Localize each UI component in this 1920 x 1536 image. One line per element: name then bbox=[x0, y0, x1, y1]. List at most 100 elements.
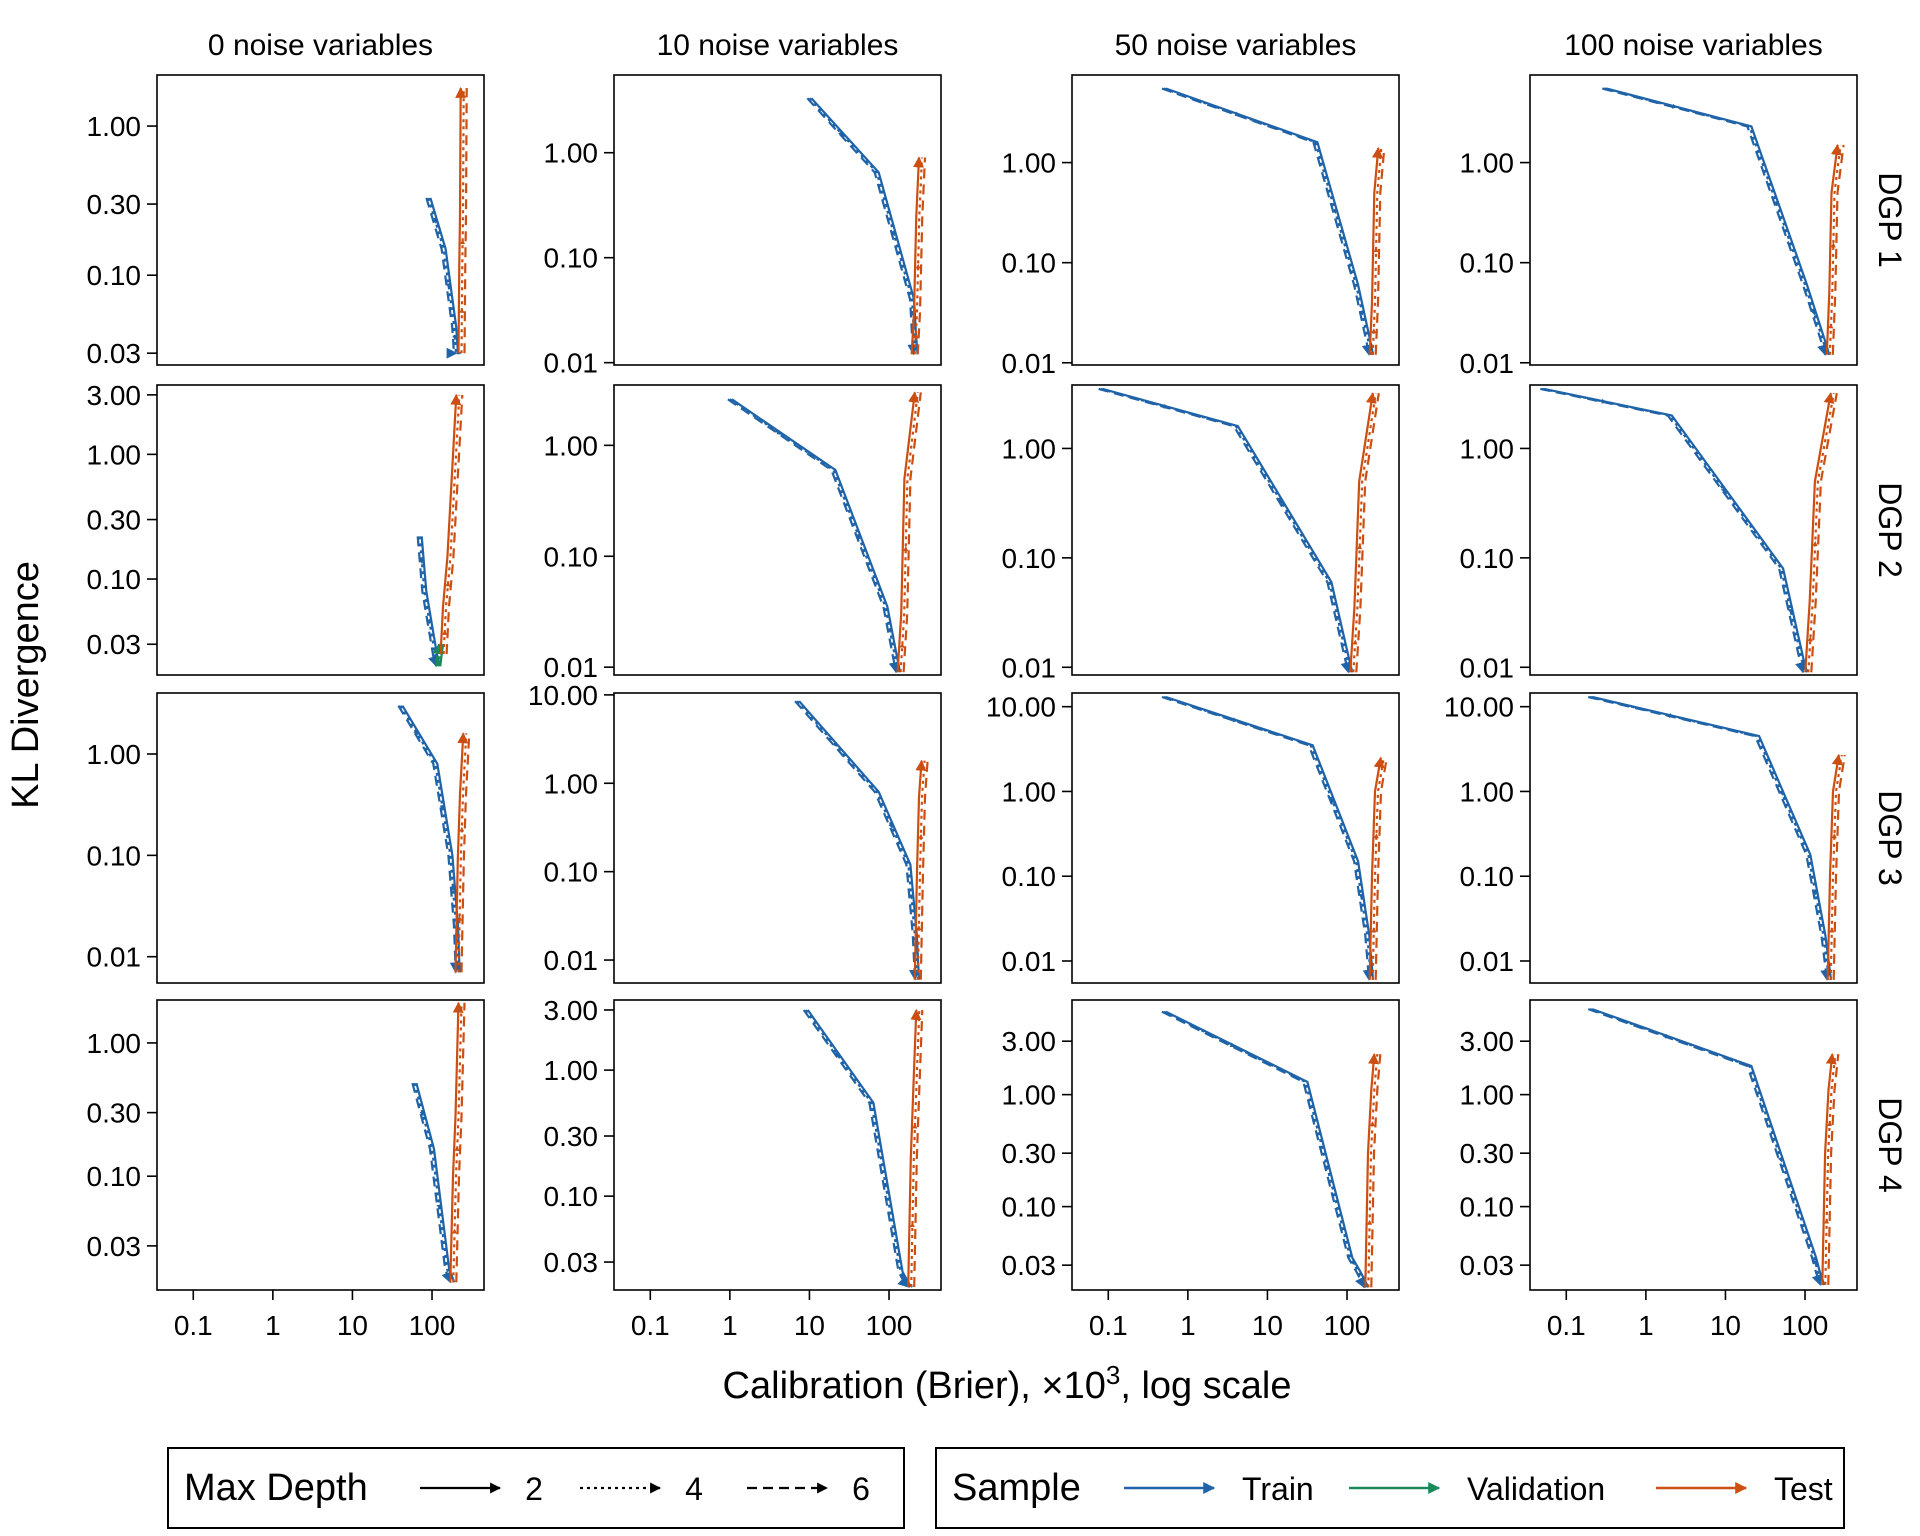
panel: 3.00 1.00 0.30 0.10 0.03 0.1 1 10 100 bbox=[1002, 999, 1400, 1341]
train-line bbox=[1591, 1008, 1826, 1286]
y-tick-label: 0.10 bbox=[1002, 248, 1057, 279]
column-title: 10 noise variables bbox=[657, 29, 899, 62]
test-line bbox=[1804, 392, 1835, 673]
y-tick-label: 0.01 bbox=[1002, 946, 1057, 977]
x-tick-label: 1 bbox=[1638, 1310, 1654, 1341]
y-tick-label: 3.00 bbox=[1460, 1026, 1515, 1057]
y-tick-label: 0.10 bbox=[1460, 248, 1515, 279]
panel: 1.00 0.10 0.01 100 noise variables DGP 1 bbox=[1460, 29, 1909, 379]
test-line bbox=[449, 1001, 464, 1283]
y-tick-label: 10.00 bbox=[528, 680, 598, 711]
y-tick-label: 0.10 bbox=[544, 857, 599, 888]
y-tick-label: 0.10 bbox=[1460, 1192, 1515, 1223]
y-tick-label: 1.00 bbox=[87, 439, 142, 470]
panel: 1.00 0.10 0.01 10 noise variables bbox=[544, 29, 942, 379]
y-tick-label: 0.01 bbox=[544, 348, 599, 379]
panel: 3.00 1.00 0.30 0.10 0.03 bbox=[87, 380, 485, 676]
panel: 10.00 1.00 0.10 0.01 DGP 3 bbox=[1444, 692, 1908, 984]
train-line bbox=[1542, 387, 1807, 673]
column-title: 100 noise variables bbox=[1564, 29, 1823, 62]
x-tick-label: 1 bbox=[722, 1310, 738, 1341]
test-line bbox=[442, 394, 461, 655]
y-tick-label: 0.30 bbox=[1002, 1138, 1057, 1169]
x-tick-label: 100 bbox=[1324, 1310, 1371, 1341]
panel-grid: 1.00 0.30 0.10 0.03 0 noise variables 1.00 0.1… bbox=[87, 29, 1909, 1341]
train-line bbox=[808, 97, 917, 355]
y-tick-label: 0.30 bbox=[87, 189, 142, 220]
test-line bbox=[913, 759, 927, 980]
x-tick-label: 10 bbox=[1710, 1310, 1741, 1341]
y-tick-label: 0.01 bbox=[1002, 348, 1057, 379]
train-line bbox=[427, 197, 459, 355]
legend-label-depth: 4 bbox=[685, 1471, 703, 1507]
y-tick-label: 0.01 bbox=[87, 942, 142, 973]
train-line bbox=[401, 705, 461, 973]
train-line bbox=[1591, 695, 1833, 980]
test-line bbox=[1374, 757, 1388, 980]
train-line bbox=[1606, 87, 1831, 356]
panel-frame bbox=[1071, 384, 1400, 676]
y-tick-label: 0.30 bbox=[87, 505, 142, 536]
train-line bbox=[425, 197, 458, 359]
test-line bbox=[1832, 754, 1846, 980]
test-line bbox=[455, 86, 467, 354]
train-line bbox=[727, 398, 900, 674]
test-line bbox=[455, 1002, 466, 1283]
y-tick-label: 1.00 bbox=[544, 430, 599, 461]
train-line bbox=[1540, 387, 1806, 674]
test-line bbox=[1827, 1053, 1840, 1285]
test-line bbox=[460, 87, 465, 354]
x-tick-label: 0.1 bbox=[1547, 1310, 1586, 1341]
train-line bbox=[1602, 87, 1828, 356]
test-line bbox=[907, 1008, 922, 1288]
row-label: DGP 4 bbox=[1872, 1097, 1908, 1192]
train-line bbox=[806, 97, 919, 356]
y-tick-label: 1.00 bbox=[87, 739, 142, 770]
panel-frame bbox=[156, 999, 485, 1291]
panel: 10.00 1.00 0.10 0.01 bbox=[528, 680, 942, 984]
x-tick-label: 0.1 bbox=[1089, 1310, 1128, 1341]
test-line bbox=[916, 157, 927, 355]
y-tick-label: 0.10 bbox=[1460, 861, 1515, 892]
panel: 10.00 1.00 0.10 0.01 bbox=[986, 692, 1400, 984]
y-tick-label: 1.00 bbox=[544, 138, 599, 169]
y-tick-label: 0.01 bbox=[1460, 946, 1515, 977]
test-line bbox=[913, 1009, 924, 1288]
panel-frame bbox=[613, 692, 942, 984]
train-line bbox=[1589, 695, 1831, 980]
y-tick-label: 0.10 bbox=[544, 1181, 599, 1212]
train-line bbox=[806, 1009, 914, 1288]
test-arrow bbox=[1812, 540, 1818, 547]
train-line bbox=[1161, 1010, 1366, 1289]
y-tick-label: 0.10 bbox=[544, 243, 599, 274]
train-line bbox=[731, 398, 902, 673]
panel-frame bbox=[1071, 999, 1400, 1291]
y-tick-label: 0.10 bbox=[1460, 543, 1515, 574]
test-line bbox=[445, 394, 464, 655]
y-tick-label: 0.03 bbox=[87, 1231, 142, 1262]
test-arrow bbox=[1373, 833, 1379, 839]
panel: 3.00 1.00 0.30 0.10 0.03 0.1 1 10 100 bbox=[544, 995, 942, 1341]
y-tick-label: 1.00 bbox=[544, 768, 599, 799]
y-tick-label: 0.10 bbox=[87, 1161, 142, 1192]
y-tick-label: 10.00 bbox=[986, 692, 1056, 723]
y-tick-label: 0.30 bbox=[87, 1098, 142, 1129]
row-label: DGP 1 bbox=[1872, 172, 1908, 267]
test-line bbox=[1355, 393, 1380, 673]
test-line bbox=[1349, 392, 1377, 673]
y-tick-label: 0.03 bbox=[1002, 1250, 1057, 1281]
panel-frame bbox=[1529, 692, 1858, 984]
test-line bbox=[463, 87, 468, 354]
test-line bbox=[1821, 1053, 1837, 1285]
train-line bbox=[1163, 695, 1373, 980]
y-tick-label: 0.10 bbox=[544, 541, 599, 572]
y-tick-label: 0.30 bbox=[544, 1121, 599, 1152]
panel-frame bbox=[1529, 384, 1858, 676]
train-line bbox=[1587, 695, 1832, 981]
panel-frame bbox=[613, 74, 942, 366]
test-line bbox=[1831, 144, 1845, 355]
y-tick-label: 0.01 bbox=[1460, 348, 1515, 379]
panel-frame bbox=[1529, 74, 1858, 366]
y-tick-label: 0.03 bbox=[544, 1247, 599, 1278]
x-tick-label: 100 bbox=[1782, 1310, 1829, 1341]
